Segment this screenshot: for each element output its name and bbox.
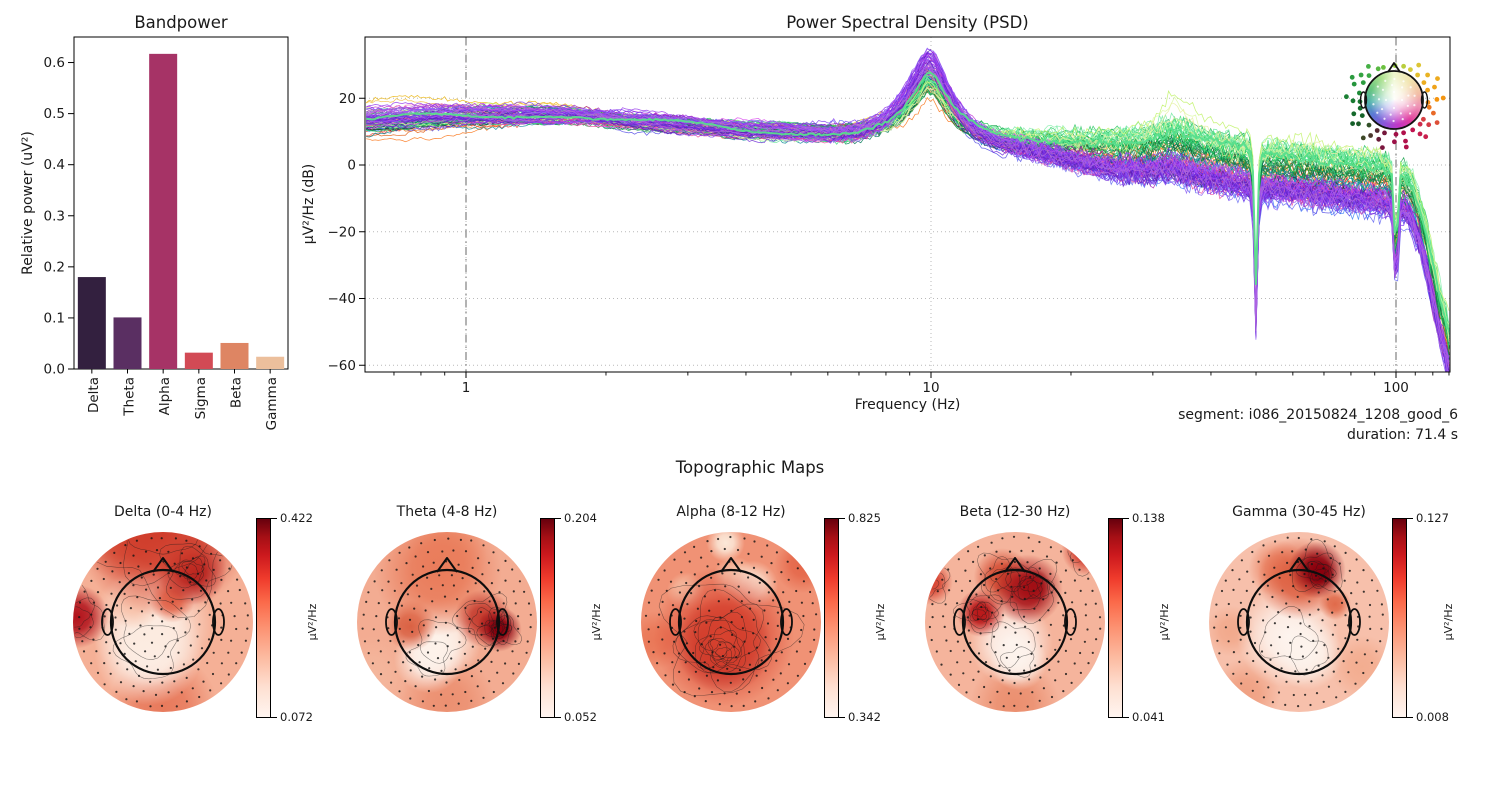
colorbar-tick [1407, 518, 1413, 519]
topomap-alpha: Alpha (8-12 Hz) 0.825 0.342 µV²/Hz [636, 500, 916, 760]
colorbar-unit-label: µV²/Hz [306, 603, 319, 641]
topomap-overlay [1213, 536, 1384, 708]
topomap-gamma: Gamma (30-45 Hz) 0.127 0.008 µV²/Hz [1204, 500, 1484, 760]
svg-text:0.5: 0.5 [44, 106, 65, 122]
inset-color-disk [1365, 71, 1423, 129]
colorbar-unit-label: µV²/Hz [590, 603, 603, 641]
svg-text:Gamma: Gamma [264, 377, 280, 430]
topomap-overlay [644, 535, 818, 708]
colorbar-tick [839, 717, 845, 718]
topomap-colorbar [824, 518, 839, 718]
svg-text:0.3: 0.3 [44, 208, 65, 224]
bandpower-axes: 0.0 0.1 0.2 0.3 0.4 0.5 0.6 Delta Theta Alpha Sigm… [44, 36, 289, 430]
svg-text:0.2: 0.2 [44, 259, 65, 275]
svg-text:100: 100 [1383, 380, 1409, 396]
topomap-theta: Theta (4-8 Hz) 0.204 0.052 µV²/Hz [352, 500, 632, 760]
psd-axes: 20 0 −20 −40 −60 1 10 100 [328, 37, 1450, 396]
topomap-colorbar [1392, 518, 1407, 718]
svg-text:1: 1 [462, 380, 471, 396]
bandpower-ylabel: Relative power (uV²) [20, 131, 36, 275]
svg-text:10: 10 [922, 380, 939, 396]
psd-title: Power Spectral Density (PSD) [786, 13, 1029, 32]
topomap-overlay [74, 533, 249, 708]
colorbar-unit-label: µV²/Hz [874, 603, 887, 641]
colorbar-max-label: 0.204 [564, 511, 597, 525]
psd-lines [365, 47, 1450, 372]
colorbar-min-label: 0.342 [848, 710, 881, 724]
sensor-colormap-inset [1338, 44, 1450, 156]
colorbar-max-label: 0.422 [280, 511, 313, 525]
topomap-title: Delta (0-4 Hz) [114, 504, 212, 520]
topomaps-suptitle: Topographic Maps [675, 458, 825, 477]
svg-text:20: 20 [339, 91, 356, 107]
svg-text:−20: −20 [328, 224, 357, 240]
topomap-title: Alpha (8-12 Hz) [676, 504, 786, 520]
topomap-colorbar [1108, 518, 1123, 718]
segment-annotation: segment: i086_20150824_1208_good_6 durat… [1178, 406, 1458, 445]
svg-text:Beta: Beta [229, 377, 245, 408]
colorbar-max-label: 0.127 [1416, 511, 1449, 525]
colorbar-tick [1123, 518, 1129, 519]
psd-xlabel: Frequency (Hz) [854, 397, 961, 413]
topomap-colorbar [540, 518, 555, 718]
topomap-overlay [926, 533, 1104, 708]
svg-text:0: 0 [347, 158, 356, 174]
topomap-disk [1209, 532, 1389, 712]
segment-duration-text: duration: 71.4 s [1347, 426, 1458, 443]
topomap-beta: Beta (12-30 Hz) 0.138 0.041 µV²/Hz [920, 500, 1200, 760]
colorbar-tick [555, 717, 561, 718]
colorbar-max-label: 0.825 [848, 511, 881, 525]
colorbar-tick [271, 717, 277, 718]
svg-text:Alpha: Alpha [157, 377, 173, 415]
colorbar-unit-label: µV²/Hz [1158, 603, 1171, 641]
topomap-overlay [361, 537, 532, 707]
colorbar-min-label: 0.052 [564, 710, 597, 724]
colorbar-unit-label: µV²/Hz [1442, 603, 1455, 641]
topomap-title: Gamma (30-45 Hz) [1232, 504, 1366, 520]
colorbar-max-label: 0.138 [1132, 511, 1165, 525]
svg-text:−60: −60 [328, 358, 357, 374]
topomap-title: Beta (12-30 Hz) [959, 504, 1071, 520]
inset-overlay [1344, 62, 1446, 150]
bandpower-title: Bandpower [134, 13, 228, 32]
main-chart-canvas: 0.0 0.1 0.2 0.3 0.4 0.5 0.6 Delta Theta Alpha Sigm… [44, 36, 1451, 430]
svg-text:−40: −40 [328, 291, 357, 307]
topomap-delta: Delta (0-4 Hz) 0.422 0.072 µV²/Hz [68, 500, 348, 760]
colorbar-tick [271, 518, 277, 519]
psd-ylabel: µV²/Hz (dB) [301, 163, 317, 245]
svg-text:Sigma: Sigma [193, 377, 209, 419]
svg-text:Delta: Delta [86, 377, 102, 413]
svg-text:0.4: 0.4 [44, 157, 65, 173]
colorbar-tick [839, 518, 845, 519]
colorbar-tick [1407, 717, 1413, 718]
colorbar-tick [555, 518, 561, 519]
svg-text:0.1: 0.1 [44, 310, 65, 326]
bandpower-bars [77, 53, 285, 370]
svg-text:0.0: 0.0 [44, 362, 65, 378]
colorbar-min-label: 0.008 [1416, 710, 1449, 724]
svg-text:0.6: 0.6 [44, 55, 65, 71]
segment-id-text: segment: i086_20150824_1208_good_6 [1178, 407, 1458, 423]
topomap-colorbar [256, 518, 271, 718]
colorbar-min-label: 0.041 [1132, 710, 1165, 724]
topomap-title: Theta (4-8 Hz) [396, 504, 498, 520]
svg-text:Theta: Theta [122, 377, 138, 417]
colorbar-tick [1123, 717, 1129, 718]
colorbar-min-label: 0.072 [280, 710, 313, 724]
